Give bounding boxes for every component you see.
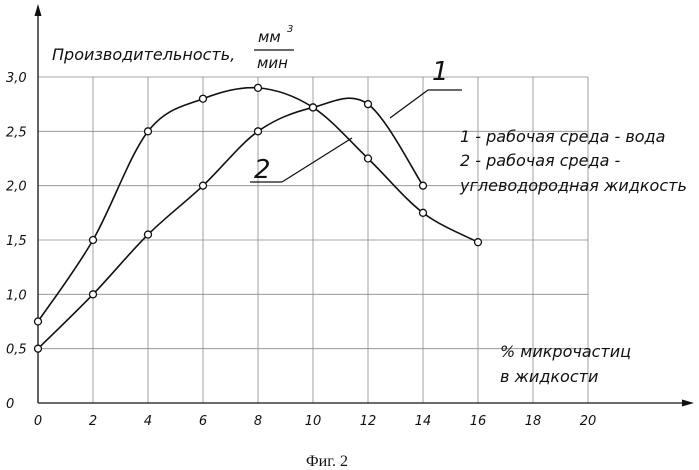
series-1-point	[365, 155, 372, 162]
y-axis-arrow	[35, 4, 42, 16]
x-axis-title-line-1: % микрочастиц	[500, 342, 631, 361]
y-tick-label: 0,5	[6, 343, 27, 358]
y-axis-unit-exponent: 3	[287, 24, 293, 35]
x-tick-label: 14	[415, 414, 432, 429]
series-2-point	[420, 182, 427, 189]
y-axis-unit-numerator: мм	[258, 28, 281, 46]
series-2-point	[200, 182, 207, 189]
series-1-point	[90, 237, 97, 244]
series-2-line	[38, 98, 423, 348]
series-2-point	[310, 104, 317, 111]
series-2-leader-line	[282, 138, 352, 182]
x-tick-label: 2	[89, 414, 97, 429]
y-tick-label: 1,0	[6, 288, 27, 303]
series-1-leader-line	[390, 90, 428, 118]
series-1-label: 1	[432, 57, 449, 87]
x-tick-label: 18	[525, 414, 542, 429]
x-tick-label: 6	[199, 414, 207, 429]
series-2-point	[90, 291, 97, 298]
legend-line-3: углеводородная жидкость	[459, 176, 687, 195]
x-tick-label: 20	[580, 414, 597, 429]
legend-line-1: 1 - рабочая среда - вода	[460, 127, 665, 146]
y-tick-label: 1,5	[6, 234, 27, 249]
legend-line-2: 2 - рабочая среда -	[460, 151, 620, 170]
y-tick-label: 2,5	[6, 125, 27, 140]
figure-caption: Фиг. 2	[306, 453, 348, 470]
y-tick-label: 0	[6, 397, 14, 412]
series-1-point	[420, 209, 427, 216]
x-tick-label: 0	[34, 414, 42, 429]
y-tick-label: 2,0	[6, 180, 27, 195]
series-2-point	[145, 231, 152, 238]
x-tick-label: 4	[144, 414, 152, 429]
series-2-point	[35, 345, 42, 352]
series-1-point	[35, 318, 42, 325]
x-tick-label: 8	[254, 414, 262, 429]
y-axis-unit-denominator: мин	[257, 54, 288, 72]
x-tick-label: 10	[305, 414, 322, 429]
series-2-label: 2	[254, 155, 271, 185]
x-axis-title-line-2: в жидкости	[500, 367, 598, 386]
y-tick-label: 3,0	[6, 71, 27, 86]
series-1-point	[475, 239, 482, 246]
series-1-point	[200, 95, 207, 102]
x-tick-label: 16	[470, 414, 487, 429]
series-1-point	[255, 84, 262, 91]
series-1-point	[145, 128, 152, 135]
x-axis-arrow	[682, 400, 694, 407]
series-2-point	[365, 101, 372, 108]
x-tick-label: 12	[360, 414, 377, 429]
y-axis-title: Производительность,	[52, 45, 235, 64]
series-2-point	[255, 128, 262, 135]
